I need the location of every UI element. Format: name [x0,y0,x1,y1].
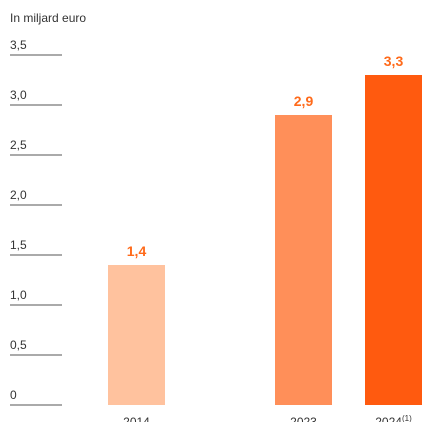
y-tick-label: 1,0 [10,288,27,302]
y-tick-label: 2,0 [10,188,27,202]
y-axis-label: In miljard euro [10,11,86,25]
y-tick-label: 3,5 [10,38,27,52]
y-tick-label: 3,0 [10,88,27,102]
bar [108,265,165,405]
y-tick-label: 0,5 [10,338,27,352]
category: 2014 [123,415,150,422]
value-label: 2,9 [294,93,314,109]
x-tick-label: 2024(1) [375,414,412,422]
y-tick-label: 0 [10,388,17,402]
x-tick-label: 2023 [290,415,317,422]
value-label: 3,3 [384,53,404,69]
x-tick-label: 2014 [123,415,150,422]
category: 2023 [290,415,317,422]
bar [365,75,422,405]
y-tick-label: 2,5 [10,138,27,152]
y-tick-label: 1,5 [10,238,27,252]
value-label: 1,4 [127,243,147,259]
footnote-mark: (1) [402,414,412,422]
category: 2024 [375,415,402,422]
bar [275,115,332,405]
